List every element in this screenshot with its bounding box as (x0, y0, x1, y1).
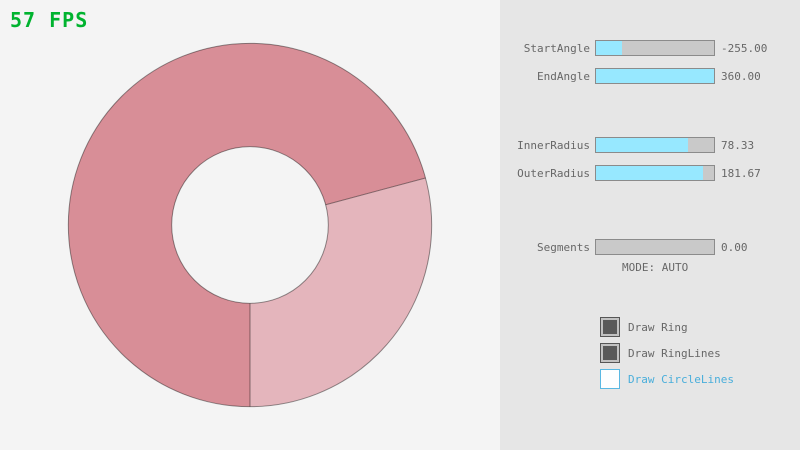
slider-row-segments: Segments 0.00 (500, 239, 800, 255)
slider-row-outerradius: OuterRadius 181.67 (500, 165, 800, 181)
draw-ringlines-checkbox-label: Draw RingLines (628, 347, 721, 360)
startangle-slider[interactable] (595, 40, 715, 56)
outerradius-slider-fill (596, 166, 704, 180)
innerradius-value: 78.33 (721, 139, 755, 152)
slider-row-endangle: EndAngle 360.00 (500, 68, 800, 84)
checkbox-row-draw-ringlines: Draw RingLines (600, 343, 800, 363)
checkbox-row-draw-ring: Draw Ring (600, 317, 800, 337)
checkbox-row-draw-circlelines: Draw CircleLines (600, 369, 800, 389)
startangle-slider-fill (596, 41, 622, 55)
draw-ring-checkbox-label: Draw Ring (628, 321, 688, 334)
innerradius-slider-fill (596, 138, 689, 152)
draw-ringlines-checkbox[interactable] (600, 343, 620, 363)
segments-mode-text: MODE: AUTO (622, 261, 689, 274)
slider-row-startangle: StartAngle -255.00 (500, 40, 800, 56)
ring-canvas (67, 42, 433, 408)
controls-panel: StartAngle -255.00 EndAngle 360.00 Inner… (500, 0, 800, 450)
outerradius-slider[interactable] (595, 165, 715, 181)
startangle-label: StartAngle (523, 42, 590, 55)
slider-row-innerradius: InnerRadius 78.33 (500, 137, 800, 153)
outerradius-label: OuterRadius (517, 167, 590, 180)
innerradius-slider[interactable] (595, 137, 715, 153)
segments-value: 0.00 (721, 241, 748, 254)
endangle-slider[interactable] (595, 68, 715, 84)
ring-sector-single (250, 177, 432, 407)
ring-start-angle-line (325, 177, 426, 206)
ring-outer-circle-line (67, 42, 433, 408)
outerradius-value: 181.67 (721, 167, 761, 180)
endangle-label: EndAngle (537, 70, 590, 83)
draw-circlelines-checkbox[interactable] (600, 369, 620, 389)
innerradius-label: InnerRadius (517, 139, 590, 152)
draw-circlelines-checkbox-label: Draw CircleLines (628, 373, 734, 386)
fps-counter: 57 FPS (10, 8, 89, 32)
draw-ring-checkbox[interactable] (600, 317, 620, 337)
ring-sector-overlap (68, 43, 426, 407)
endangle-slider-fill (596, 69, 714, 83)
segments-slider[interactable] (595, 239, 715, 255)
startangle-value: -255.00 (721, 42, 768, 55)
segments-label: Segments (537, 241, 590, 254)
endangle-value: 360.00 (721, 70, 761, 83)
ring-inner-circle-line (171, 146, 329, 304)
